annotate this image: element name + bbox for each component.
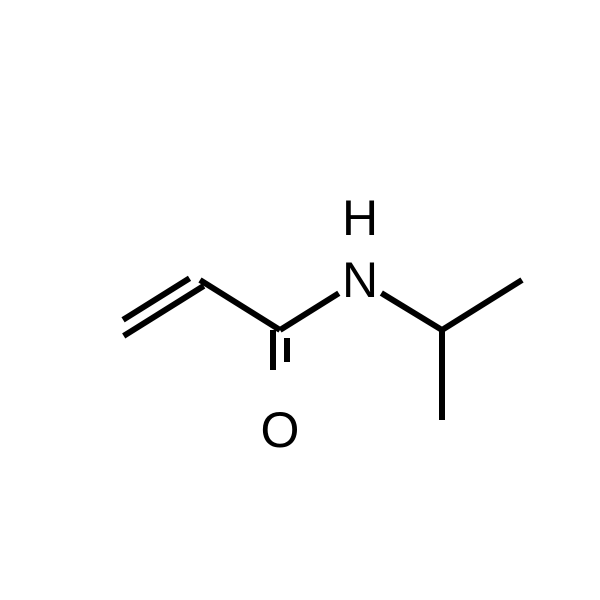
atom-label-h: H — [342, 190, 378, 246]
molecule-diagram: O NH — [0, 0, 600, 600]
bond — [442, 280, 522, 330]
atom-label-o: O — [261, 402, 300, 458]
bond — [381, 293, 442, 330]
bond — [280, 293, 339, 330]
atom-label-n: N — [342, 252, 378, 308]
bond — [200, 280, 280, 330]
